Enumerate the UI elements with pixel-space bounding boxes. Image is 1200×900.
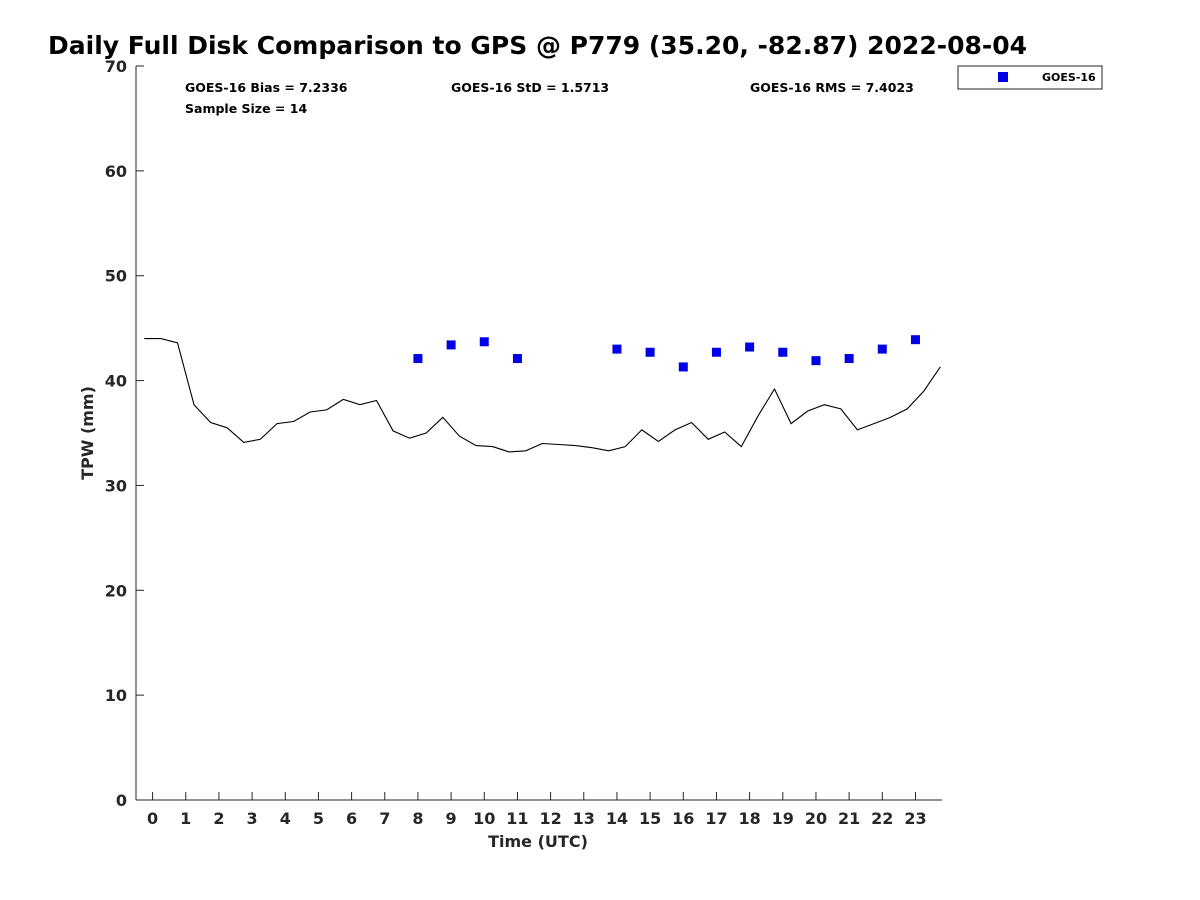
y-axis-label: TPW (mm) (78, 386, 97, 480)
x-axis-label: Time (UTC) (488, 832, 588, 851)
y-tick-label: 10 (105, 686, 127, 705)
bias-stat: GOES-16 Bias = 7.2336 (185, 80, 348, 95)
y-tick-label: 60 (105, 162, 127, 181)
x-tick-label: 20 (805, 809, 827, 828)
chart-title: Daily Full Disk Comparison to GPS @ P779… (48, 31, 1027, 60)
x-tick-label: 15 (639, 809, 661, 828)
goes16-point (413, 354, 423, 364)
legend-marker-goes16 (998, 72, 1008, 82)
x-tick-label: 10 (473, 809, 495, 828)
x-tick-label: 21 (838, 809, 860, 828)
x-tick-label: 3 (247, 809, 258, 828)
x-tick-label: 16 (672, 809, 694, 828)
y-tick-label: 70 (105, 57, 127, 76)
goes16-point (745, 342, 755, 352)
x-tick-label: 14 (606, 809, 628, 828)
x-tick-label: 2 (213, 809, 224, 828)
x-tick-label: 11 (506, 809, 528, 828)
rms-stat: GOES-16 RMS = 7.4023 (750, 80, 914, 95)
x-tick-label: 9 (446, 809, 457, 828)
legend: GOES-16 (957, 65, 1103, 90)
goes16-point (778, 347, 788, 357)
goes16-point (645, 347, 655, 357)
goes16-point (811, 356, 821, 366)
std-stat: GOES-16 StD = 1.5713 (451, 80, 609, 95)
x-tick-label: 22 (871, 809, 893, 828)
goes16-point (711, 347, 721, 357)
y-tick-label: 20 (105, 581, 127, 600)
goes16-point (678, 362, 688, 372)
x-tick-label: 0 (147, 809, 158, 828)
goes16-point (910, 335, 920, 345)
x-tick-label: 7 (379, 809, 390, 828)
sample-size-stat: Sample Size = 14 (185, 101, 307, 116)
x-ticks: 0 1 2 3 4 5 6 7 8 9 10 11 12 13 14 15 16 17 18 19 20 21 22 23 (147, 792, 927, 828)
x-tick-label: 4 (280, 809, 291, 828)
x-tick-label: 17 (705, 809, 727, 828)
y-tick-label: 30 (105, 476, 127, 495)
goes16-point (479, 337, 489, 347)
axes (135, 66, 942, 801)
gps-tpw-line (144, 338, 941, 453)
goes16-point (512, 354, 522, 364)
gps-line-series (144, 338, 941, 453)
y-tick-label: 0 (116, 791, 127, 810)
x-tick-label: 1 (180, 809, 191, 828)
x-tick-label: 18 (738, 809, 760, 828)
x-tick-label: 6 (346, 809, 357, 828)
goes16-point (612, 344, 622, 354)
goes16-point (446, 340, 456, 350)
x-tick-label: 19 (772, 809, 794, 828)
y-tick-label: 50 (105, 267, 127, 286)
goes16-scatter-series (413, 335, 920, 372)
x-tick-label: 13 (573, 809, 595, 828)
x-tick-label: 5 (313, 809, 324, 828)
legend-label-goes16: GOES-16 (1042, 71, 1096, 84)
goes16-point (877, 344, 887, 354)
x-tick-label: 23 (904, 809, 926, 828)
y-ticks: 0 10 20 30 40 50 60 70 (105, 57, 144, 810)
y-tick-label: 40 (105, 372, 127, 391)
legend-box (957, 65, 1103, 90)
goes16-point (844, 354, 854, 364)
x-tick-label: 12 (539, 809, 561, 828)
x-tick-label: 8 (412, 809, 423, 828)
